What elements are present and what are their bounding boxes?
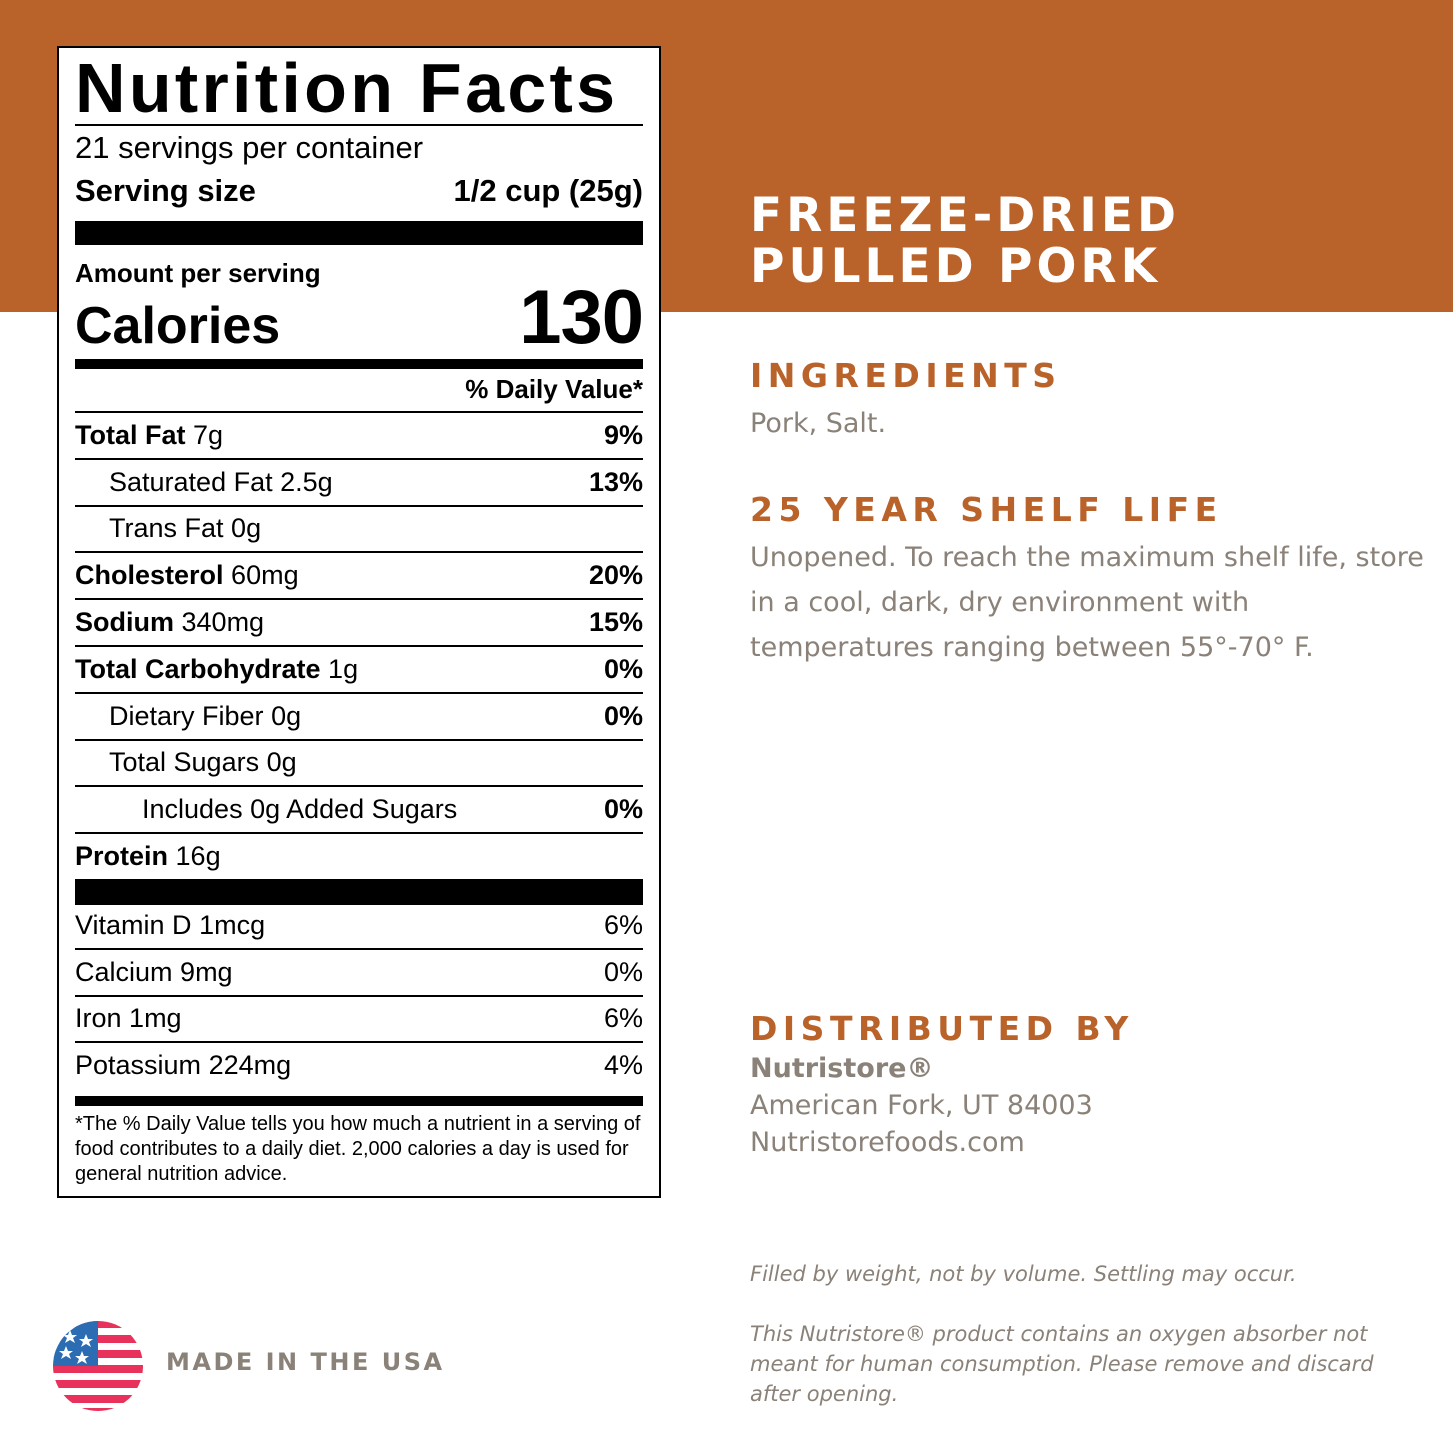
vitamin-dv: 0% — [603, 956, 643, 987]
nutrient-dv: 9% — [603, 419, 643, 450]
medium-bar — [75, 1096, 643, 1106]
nutrient-name: Protein — [75, 841, 169, 872]
vitamin-name: Vitamin D — [75, 909, 192, 940]
distributor-website: Nutristorefoods.com — [750, 1127, 1025, 1158]
vitamin-row: Calcium 9mg 0% — [75, 947, 643, 995]
title-line: PULLED PORK — [750, 239, 1162, 294]
vitamin-row: Potassium 224mg 4% — [75, 1041, 643, 1088]
shelf-life: Unopened. To reach the maximum shelf lif… — [750, 542, 1424, 663]
nutrient-row: Total Fat 7g 9% — [75, 411, 643, 458]
vitamin-row: Iron 1mg 6% — [75, 994, 643, 1042]
vitamin-amount: 1mcg — [199, 909, 266, 940]
nutrient-dv: 0% — [603, 794, 643, 825]
nutrient-amount: 0g — [271, 700, 302, 731]
nutrient-name: Sodium — [75, 607, 174, 638]
vitamin-name: Iron — [75, 1003, 122, 1034]
nutrient-row: Trans Fat 0g — [75, 504, 643, 552]
amount-per-serving: Amount per serving — [75, 258, 321, 288]
nutrient-row: Includes 0g Added Sugars 0% — [75, 785, 643, 832]
nutrient-dv: 13% — [588, 466, 643, 497]
nutrient-name: Cholesterol — [75, 560, 224, 591]
nutrient-amount: 0g — [266, 747, 297, 778]
serving-size-label: Serving size — [75, 173, 256, 208]
nutrient-dv: 0% — [603, 653, 643, 684]
nutrient-amount: 340mg — [181, 607, 265, 638]
nutrient-dv: 15% — [588, 607, 643, 638]
nutrient-row: Sodium 340mg 15% — [75, 598, 643, 645]
thick-bar — [75, 221, 643, 245]
nutrient-name: Saturated Fat — [109, 466, 273, 497]
nutrient-row: Dietary Fiber 0g 0% — [75, 691, 643, 739]
product-title: FREEZE-DRIED PULLED PORK — [750, 190, 1180, 292]
distributor-heading: DISTRIBUTED BY — [750, 1009, 1134, 1048]
us-flag-icon — [53, 1321, 143, 1411]
title-line: FREEZE-DRIED — [750, 188, 1181, 243]
nutrient-row: Cholesterol 60mg 20% — [75, 551, 643, 598]
nutrient-row: Total Sugars 0g — [75, 738, 643, 786]
nutrient-name: Total Fat — [75, 419, 186, 450]
daily-value-header: % Daily Value* — [465, 374, 643, 404]
servings: 21 servings per container — [75, 130, 424, 165]
thick-bar — [75, 879, 643, 905]
shelf-life-heading: 25 YEAR SHELF LIFE — [750, 490, 1223, 529]
note: This Nutristore® product contains an oxy… — [750, 1322, 1374, 1406]
vitamin-name: Calcium — [75, 956, 173, 987]
nutrient-amount: 0g — [231, 513, 262, 544]
rule — [75, 124, 643, 126]
serving-size: 1/2 cup (25g) — [453, 173, 644, 208]
medium-bar — [75, 359, 643, 369]
nutrient-name: Total Sugars — [109, 747, 260, 778]
nutrient-amount: 60mg — [231, 560, 299, 591]
vitamin-amount: 224mg — [208, 1050, 292, 1081]
ingredients-heading: INGREDIENTS — [750, 356, 1062, 395]
nutrient-row: Protein 16g — [75, 832, 643, 879]
nutrient-name: Includes 0g Added Sugars — [142, 794, 458, 825]
vitamin-amount: 9mg — [180, 956, 233, 987]
footnote: *The % Daily Value tells you how much a … — [75, 1113, 641, 1185]
label-title: Nutrition Facts — [75, 49, 619, 127]
origin: MADE IN THE USA — [166, 1348, 445, 1376]
nutrient-name: Trans Fat — [109, 513, 224, 544]
vitamin-dv: 6% — [603, 909, 643, 940]
nutrient-dv: 0% — [603, 700, 643, 731]
ingredients: Pork, Salt. — [750, 408, 887, 439]
vitamin-name: Potassium — [75, 1050, 202, 1081]
nutrition-label: Nutrition Facts 21 servings per containe… — [57, 46, 661, 1198]
nutrient-amount: 1g — [328, 653, 359, 684]
vitamin-dv: 6% — [603, 1003, 643, 1034]
nutrient-list: Total Fat 7g 9% Saturated Fat 2.5g 13% Tra… — [75, 411, 643, 879]
calories-row: Calories 130 — [75, 274, 644, 360]
vitamin-amount: 1mg — [129, 1003, 182, 1034]
nutrient-row: Saturated Fat 2.5g 13% — [75, 457, 643, 505]
nutrient-name: Total Carbohydrate — [75, 653, 321, 684]
nutrient-amount: 7g — [193, 419, 224, 450]
serving-size-row: Serving size 1/2 cup (25g) — [75, 173, 643, 209]
vitamin-dv: 4% — [603, 1050, 643, 1081]
nutrient-name: Dietary Fiber — [109, 700, 264, 731]
note: Filled by weight, not by volume. Settlin… — [750, 1262, 1297, 1286]
nutrient-amount: 2.5g — [280, 466, 333, 497]
nutrient-row: Total Carbohydrate 1g 0% — [75, 644, 643, 692]
distributor-address: American Fork, UT 84003 — [750, 1090, 1093, 1121]
vitamin-list: Vitamin D 1mcg 6% Calcium 9mg 0% Iron 1mg 6… — [75, 903, 643, 1088]
distributor-name: Nutristore® — [750, 1053, 934, 1084]
nutrient-amount: 16g — [175, 841, 221, 872]
calories-label: Calories — [75, 297, 281, 355]
vitamin-row: Vitamin D 1mcg 6% — [75, 903, 643, 948]
calories: 130 — [519, 275, 644, 360]
nutrient-dv: 20% — [588, 560, 643, 591]
